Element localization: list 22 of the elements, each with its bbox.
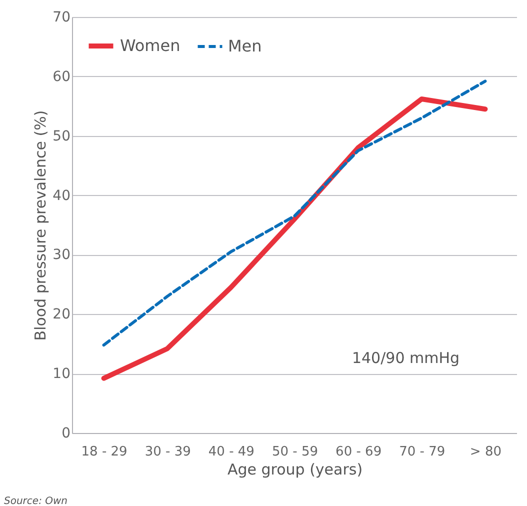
- x-tick-label: 60 - 69: [336, 444, 382, 460]
- y-tick-label: 20: [52, 306, 70, 323]
- legend-label: Women: [120, 36, 180, 55]
- line-series: [102, 80, 487, 347]
- y-tick-label: 40: [52, 188, 70, 204]
- x-tick-label: 18 - 29: [81, 444, 128, 460]
- y-tick-label: 70: [52, 10, 70, 26]
- source-note: Source: Own: [4, 496, 68, 506]
- y-tick-label: 0: [62, 426, 70, 442]
- x-tick-label: 70 - 79: [399, 444, 446, 460]
- x-axis-title: Age group (years): [227, 460, 363, 478]
- x-tick-label: > 80: [470, 444, 502, 460]
- y-tick-label: 50: [52, 128, 70, 144]
- y-tick-label: 60: [52, 68, 70, 85]
- annotation: 140/90 mmHg: [352, 349, 460, 368]
- x-tick-label: 50 - 59: [272, 444, 318, 460]
- x-tick-label: 30 - 39: [144, 444, 191, 460]
- y-tick-label: 10: [52, 366, 70, 382]
- y-axis-title: Blood pressure prevalence (%): [32, 110, 50, 341]
- legend-label: Men: [228, 36, 262, 56]
- y-tick-label: 30: [52, 247, 70, 264]
- x-tick-label: 40 - 49: [208, 444, 254, 460]
